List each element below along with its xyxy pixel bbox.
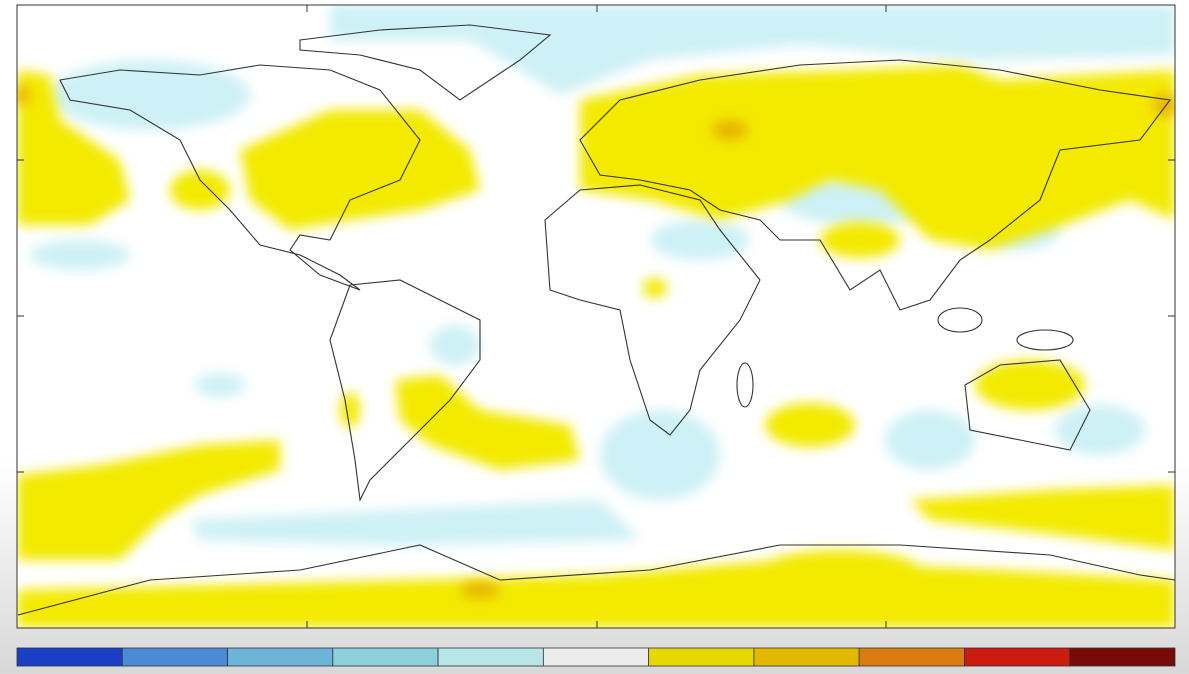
colorbar-segment — [542, 647, 650, 667]
cool-anomalies — [30, 5, 1175, 545]
colorbar-segment — [121, 647, 228, 667]
colorbar-segment — [858, 647, 965, 667]
warm-anomalies — [17, 65, 1175, 628]
colorbar-segment — [964, 647, 1071, 667]
colorbar-segment — [648, 647, 755, 667]
frame-ticks — [17, 5, 1175, 628]
colorbar-segment — [1069, 647, 1176, 667]
colorbar-segment — [227, 647, 334, 667]
colorbar — [16, 647, 1176, 667]
colorbar-segment — [16, 647, 123, 667]
colorbar-segment — [437, 647, 544, 667]
colorbar-segment — [332, 647, 439, 667]
anomaly-field — [17, 5, 1175, 628]
strong-warm-anomalies — [17, 85, 1175, 598]
colorbar-segment — [753, 647, 860, 667]
coastlines — [17, 24, 1175, 616]
